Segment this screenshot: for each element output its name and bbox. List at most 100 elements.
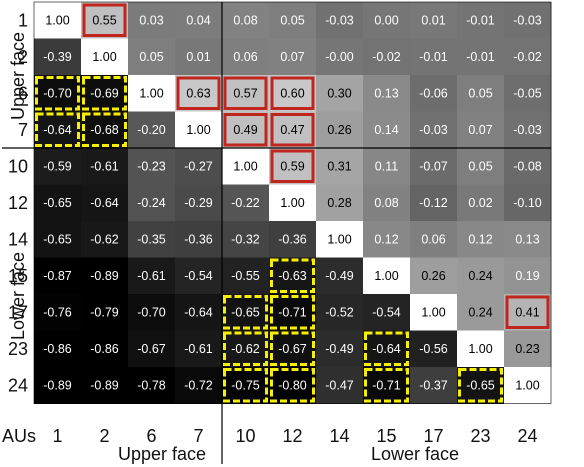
- cell-value-label: -0.03: [419, 123, 448, 137]
- heatmap-cell: [504, 221, 552, 258]
- highlight-box-red: [270, 113, 315, 147]
- cell-value-label: -0.86: [43, 342, 72, 356]
- heatmap-cell: [222, 330, 270, 368]
- cell-value-label: -0.06: [419, 86, 448, 100]
- row-tick-label: 23: [8, 339, 28, 359]
- highlight-box-yellow: [270, 258, 315, 293]
- cell-value-label: 0.59: [280, 159, 304, 173]
- heatmap-cell: [34, 257, 82, 295]
- heatmap-cell: [128, 330, 176, 368]
- heatmap-cell: [269, 257, 317, 295]
- cell-value-label: -0.02: [513, 50, 542, 64]
- cell-value-label: 0.05: [468, 86, 492, 100]
- heatmap-cell: [128, 367, 176, 404]
- heatmap-cell: [222, 2, 270, 39]
- row-tick-label: 10: [8, 156, 28, 176]
- heatmap-cell: [81, 148, 129, 185]
- cell-value-label: -0.36: [278, 232, 307, 246]
- cell-value-label: -0.89: [43, 378, 72, 392]
- cell-value-label: -0.69: [90, 86, 119, 100]
- highlight-box-yellow: [364, 331, 409, 366]
- column-tick-label: 1: [52, 426, 62, 446]
- cell-value-label: -0.22: [231, 196, 260, 210]
- heatmap-cell: [504, 38, 552, 76]
- heatmap-cell: [316, 148, 364, 185]
- row-tick-label: 2: [18, 47, 28, 67]
- column-tick-label: 6: [146, 426, 156, 446]
- cell-value-label: -0.54: [184, 269, 213, 283]
- heatmap-cell: [363, 38, 411, 76]
- group-dividers: [2, 1, 552, 464]
- cell-value-label: -0.07: [419, 159, 448, 173]
- heatmap-cell: [457, 75, 505, 112]
- cell-value-label: -0.02: [372, 50, 401, 64]
- cell-value-label: 0.06: [233, 50, 257, 64]
- cell-value-label: -0.01: [419, 50, 448, 64]
- cell-value-label: -0.65: [231, 305, 260, 319]
- cell-value-label: -0.37: [419, 378, 448, 392]
- cell-value-label: -0.24: [137, 196, 166, 210]
- heatmap-cell: [81, 330, 129, 368]
- cell-value-label: -0.72: [184, 378, 213, 392]
- cell-value-label: -0.68: [90, 123, 119, 137]
- heatmap-cell: [457, 367, 505, 404]
- cell-value-label: -0.67: [137, 342, 166, 356]
- cell-value-label: 0.26: [421, 269, 445, 283]
- heatmap-cell: [316, 184, 364, 222]
- heatmap-cell: [457, 2, 505, 39]
- cell-value-label: 1.00: [327, 232, 351, 246]
- heatmap-cell: [316, 330, 364, 368]
- heatmap-cell: [363, 294, 411, 331]
- x-group-label-upper: Upper face: [118, 444, 206, 464]
- cell-value-label: 0.08: [374, 196, 398, 210]
- heatmap-cell: [34, 294, 82, 331]
- cell-value-label: -0.35: [137, 232, 166, 246]
- heatmap-cell: [128, 257, 176, 295]
- cell-value-label: -0.61: [137, 269, 166, 283]
- cell-value-label: -0.23: [137, 159, 166, 173]
- highlight-box-red: [223, 76, 268, 110]
- heatmap-cell: [34, 38, 82, 76]
- cell-value-label: -0.67: [278, 342, 307, 356]
- cell-value-label: 0.19: [515, 269, 539, 283]
- heatmap-cell: [457, 221, 505, 258]
- highlight-box-yellow: [364, 368, 409, 403]
- heatmap-cell: [81, 367, 129, 404]
- heatmap-cell: [504, 111, 552, 149]
- cell-value-label: 0.08: [233, 13, 257, 27]
- cell-value-label: 0.11: [375, 159, 398, 173]
- y-group-label-lower: Lower face: [8, 252, 28, 340]
- heatmap-cell: [222, 148, 270, 185]
- highlight-box-red: [176, 76, 221, 110]
- cell-value-label: 0.00: [374, 13, 398, 27]
- cell-value-label: -0.63: [278, 269, 307, 283]
- heatmap-cell: [222, 257, 270, 295]
- column-tick-label: 2: [99, 426, 109, 446]
- highlight-box-yellow: [82, 76, 127, 111]
- heatmap-cell: [128, 111, 176, 149]
- cell-value-label: 0.28: [327, 196, 351, 210]
- cell-value-label: 0.04: [186, 13, 210, 27]
- cell-value-label: -0.20: [137, 123, 166, 137]
- row-tick-label: 1: [18, 10, 28, 30]
- cell-value-label: 1.00: [186, 123, 210, 137]
- heatmap-cell: [410, 184, 458, 222]
- cell-value-label: -0.03: [513, 123, 542, 137]
- heatmap-cell: [81, 184, 129, 222]
- heatmap-cell: [363, 184, 411, 222]
- heatmap-cell: [269, 38, 317, 76]
- cell-value-label: 0.30: [327, 86, 351, 100]
- heatmap-cell: [81, 75, 129, 112]
- heatmap-cell: [316, 294, 364, 331]
- cell-value-label: 1.00: [280, 196, 304, 210]
- heatmap-cell: [175, 294, 223, 331]
- row-tick-label: 6: [18, 83, 28, 103]
- highlight-box-yellow: [35, 76, 80, 111]
- heatmap-cell: [457, 294, 505, 331]
- cell-value-label: 0.03: [139, 13, 163, 27]
- highlight-box-yellow: [270, 368, 315, 403]
- heatmap-cell: [175, 367, 223, 404]
- cell-value-label: 1.00: [45, 13, 69, 27]
- heatmap-cell: [175, 111, 223, 149]
